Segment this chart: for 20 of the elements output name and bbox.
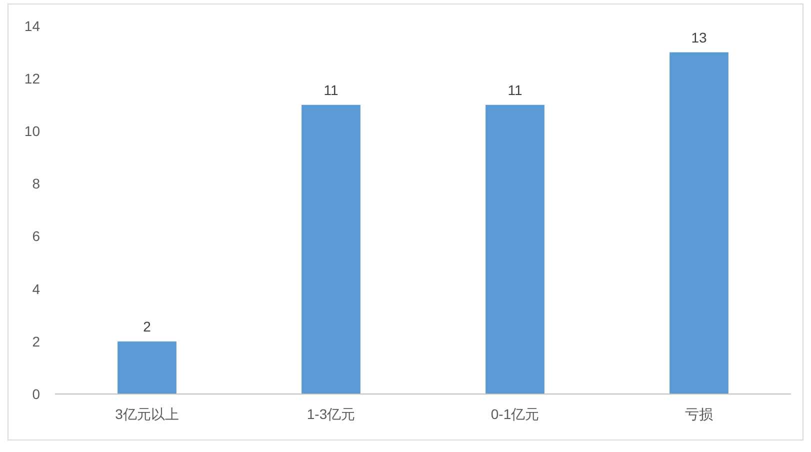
bar [670, 52, 728, 394]
y-tick-label: 0 [32, 386, 40, 402]
bar [302, 104, 360, 394]
y-tick-label: 14 [24, 18, 40, 34]
x-tick-label: 1-3亿元 [306, 406, 356, 422]
data-label: 11 [324, 82, 338, 98]
y-tick-label: 12 [24, 70, 40, 86]
y-tick-label: 4 [32, 280, 40, 297]
data-label: 2 [143, 318, 152, 334]
y-tick-label: 8 [32, 176, 40, 192]
bar [486, 104, 544, 394]
x-tick-label: 0-1亿元 [490, 406, 540, 422]
y-tick-label: 10 [24, 123, 40, 140]
x-tick-label: 3亿元以上 [115, 406, 179, 422]
y-tick-label: 6 [32, 228, 40, 244]
bar [118, 341, 176, 394]
y-tick-label: 2 [32, 333, 40, 350]
x-tick-label: 亏损 [685, 406, 713, 422]
data-label: 13 [691, 29, 707, 46]
data-label: 11 [508, 82, 522, 98]
